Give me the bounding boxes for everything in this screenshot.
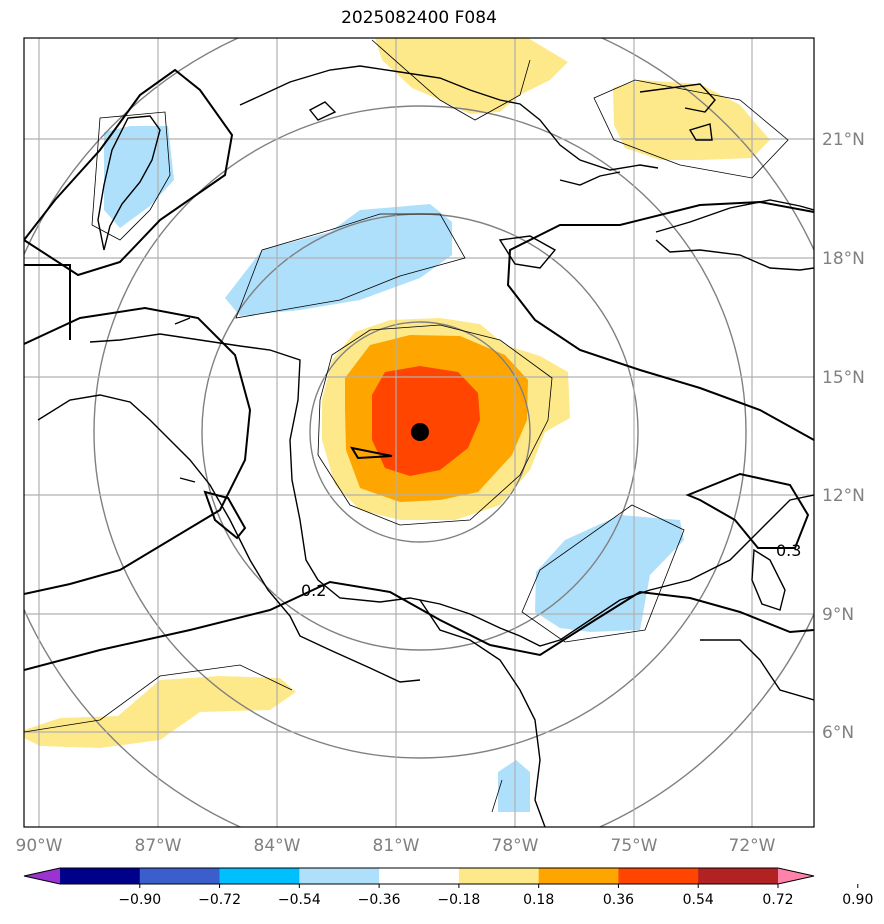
map-title: 2025082400 F084 (341, 8, 497, 28)
storm-center-marker (411, 423, 429, 441)
colorbar-tick-label: −0.36 (358, 892, 401, 908)
colorbar-bin (538, 868, 619, 884)
colorbar-bin (379, 868, 460, 884)
colorbar-bin (219, 868, 300, 884)
shade-yellow-pacific (24, 676, 296, 748)
colorbar-bin (60, 868, 141, 884)
colorbar-tick-label: 0.18 (523, 892, 554, 908)
colorbar-tick-label: 0.36 (603, 892, 634, 908)
shade-blue-south (498, 760, 530, 812)
map-plot-area: 0.2 0.3 (24, 38, 814, 827)
lat-tick-label: 15°N (822, 368, 865, 388)
colorbar-tick-label: 0.90 (842, 892, 873, 908)
shade-blue-yucatan (104, 126, 174, 228)
colorbar-bin (458, 868, 540, 884)
thin-contours (24, 39, 789, 813)
colorbar-extend-max (778, 868, 814, 884)
shade-yellow-haiti (613, 80, 770, 160)
colorbar-tick-label: 0.54 (683, 892, 714, 908)
lat-tick-labels: 21°N 18°N 15°N 12°N 9°N 6°N (822, 130, 865, 743)
lat-tick-label: 21°N (822, 130, 865, 150)
colorbar-tick-label: 0.72 (762, 892, 793, 908)
lon-tick-label: 75°W (611, 836, 658, 856)
lon-tick-labels: 90°W 87°W 84°W 81°W 78°W 75°W 72°W (16, 836, 776, 856)
lat-tick-label: 6°N (822, 723, 854, 743)
lat-tick-label: 9°N (822, 605, 854, 625)
lon-tick-label: 90°W (16, 836, 63, 856)
colorbar-tick-label: −0.72 (198, 892, 241, 908)
colorbar-bin (299, 868, 380, 884)
shade-red-core (372, 366, 480, 476)
lon-tick-label: 72°W (729, 836, 776, 856)
colorbar: −0.90 −0.72 −0.54 −0.36 −0.18 0.18 0.36 0.54 0.7… (23, 867, 873, 908)
colorbar-bin (618, 868, 699, 884)
lat-tick-label: 18°N (822, 249, 865, 269)
colorbar-tick-label: −0.18 (437, 892, 480, 908)
track-segment (349, 446, 393, 460)
shade-blue-west-carib (225, 204, 452, 316)
colorbar-bin (139, 868, 221, 884)
lon-tick-label: 87°W (135, 836, 182, 856)
colorbar-outline (23, 867, 815, 885)
colorbar-tick-label: −0.90 (118, 892, 161, 908)
lon-tick-label: 84°W (254, 836, 301, 856)
contour-label-0.3: 0.3 (776, 541, 801, 560)
colorbar-tick-label: −0.54 (278, 892, 321, 908)
lon-tick-label: 81°W (373, 836, 420, 856)
coastlines (37, 65, 814, 827)
map-frame (23, 37, 815, 828)
shade-blue-colombia (535, 515, 684, 632)
contour-label-0.2: 0.2 (301, 581, 326, 600)
colorbar-extend-min (24, 868, 60, 884)
shading-positive (24, 38, 770, 748)
graticule (24, 38, 814, 827)
lon-tick-label: 78°W (492, 836, 539, 856)
shading-negative (104, 126, 684, 812)
lat-tick-label: 12°N (822, 486, 865, 506)
colorbar-bin (698, 868, 779, 884)
bold-contours (24, 68, 814, 671)
